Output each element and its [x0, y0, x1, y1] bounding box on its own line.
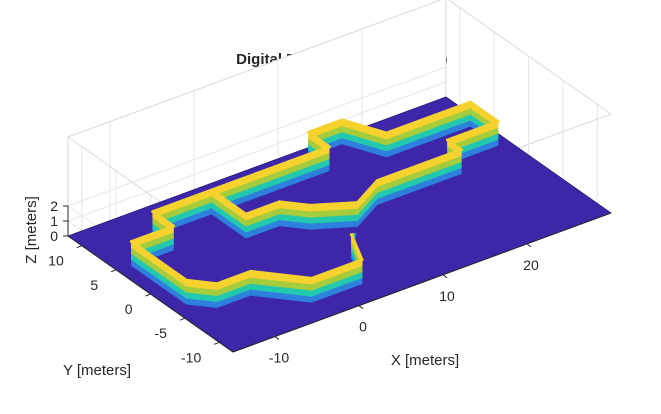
z-axis-label: Z [meters] — [23, 196, 40, 264]
x-axis-line — [232, 212, 612, 353]
wall-segment-top — [446, 138, 463, 152]
y-tick — [110, 269, 117, 273]
y-axis-label: Y [meters] — [63, 362, 131, 379]
y-tick-label: 0 — [125, 301, 133, 317]
x-tick — [526, 243, 532, 248]
x-tick — [358, 305, 364, 310]
wall-segment-top — [307, 130, 331, 149]
wall-segment-top — [468, 100, 500, 124]
x-tick-label: 10 — [439, 288, 455, 304]
wall-segment-top — [184, 278, 219, 286]
wall-segment-top — [375, 148, 463, 183]
inner-wall-segment-top — [308, 201, 359, 207]
wall-segment-top — [446, 120, 500, 142]
x-tick — [274, 336, 280, 340]
y-tick-label: -5 — [154, 325, 167, 341]
wall-segment-top — [355, 179, 379, 205]
inner-wall-segment-top — [244, 200, 282, 216]
wall-segment-top — [260, 145, 331, 173]
x-tick-label: 20 — [523, 257, 539, 273]
y-tick-label: 5 — [90, 277, 98, 293]
dem-surface — [67, 96, 612, 353]
wall-segment-top — [384, 100, 472, 135]
wall-segment-top — [307, 118, 344, 134]
y-tick — [76, 245, 82, 249]
wall-segment-top — [310, 258, 364, 280]
x-tick — [442, 274, 448, 279]
wall-segment-top — [340, 118, 388, 135]
y-tick — [179, 317, 186, 321]
x-tick-label: -10 — [269, 350, 289, 366]
wall-segment-top — [129, 224, 175, 244]
x-axis-label: X [meters] — [391, 352, 459, 369]
back-wall — [68, 0, 446, 236]
z-tick-label: 0 — [50, 228, 58, 244]
y-axis-line — [67, 235, 234, 353]
inner-wall-segment-top — [278, 200, 312, 207]
y-tick — [145, 293, 151, 297]
y-tick-label: -10 — [181, 349, 201, 365]
y-tick — [214, 341, 220, 345]
wall-segment-top — [129, 240, 188, 282]
y-tick-label: 10 — [48, 253, 64, 269]
wall-segment-top — [151, 210, 175, 228]
wall-segment-top — [349, 232, 364, 262]
wall-segment-top — [151, 188, 214, 214]
z-tick-label: 1 — [50, 213, 58, 229]
box-edge — [447, 0, 612, 115]
inner-wall-segment-top — [210, 188, 248, 216]
wall-segment-top — [249, 269, 314, 280]
wall-segment-top — [210, 169, 264, 192]
box-edge — [67, 0, 443, 138]
x-tick-label: 0 — [359, 319, 367, 335]
wall-segment-top — [215, 269, 253, 286]
z-tick-label: 2 — [50, 198, 58, 214]
